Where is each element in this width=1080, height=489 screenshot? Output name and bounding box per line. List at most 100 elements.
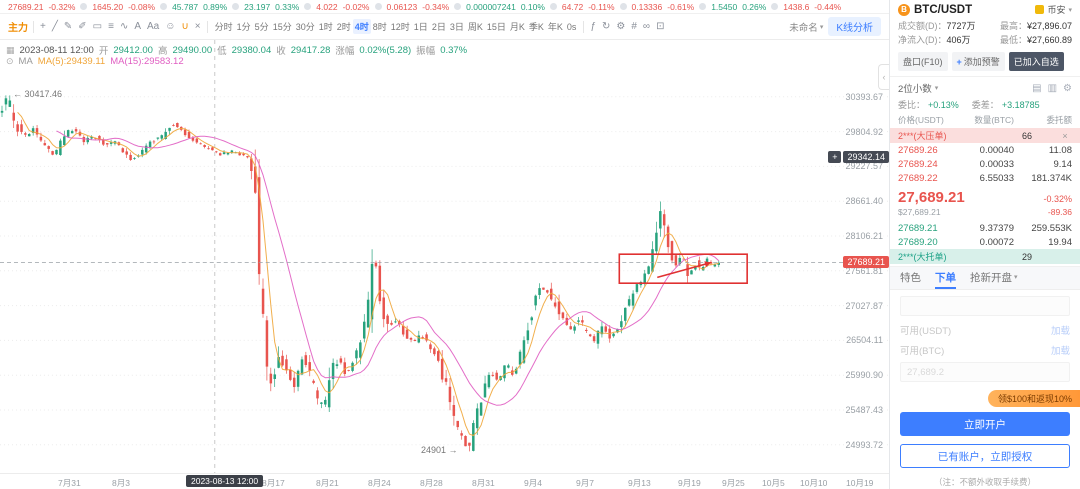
timeframe-1日[interactable]: 1日 (413, 22, 428, 32)
settings-icon[interactable]: ⚙ (616, 20, 626, 32)
chart-type-icon[interactable]: ▦ (6, 44, 15, 55)
indicator-icon[interactable]: ƒ (590, 20, 596, 32)
ticker-price[interactable]: 0.000007241 (466, 1, 516, 12)
ask-order-row[interactable]: 27689.24 0.00033 9.14 (890, 157, 1080, 171)
parallel-lines-tool-icon[interactable]: ≡ (108, 20, 114, 32)
x-axis-label: 9月4 (524, 478, 542, 488)
trend-line-tool-icon[interactable]: ╱ (51, 20, 58, 32)
decimals-select[interactable]: 2位小数 ▾ (898, 81, 938, 95)
timeframe-2日[interactable]: 2日 (431, 22, 446, 32)
high-value: 29490.00 (172, 44, 213, 56)
load-usdt-link[interactable]: 加载 (1050, 326, 1070, 337)
add-order-plus-icon[interactable]: + (828, 151, 842, 164)
orderbook-layout-both-icon[interactable]: ▤ (1032, 82, 1042, 94)
market-stats: 成交额(D)： 7727万 最高： ¥27,896.07 净流入(D)： 406… (890, 18, 1080, 48)
add-alert-button[interactable]: + 添加预警 (951, 52, 1005, 71)
load-btc-link[interactable]: 加载 (1050, 346, 1070, 357)
orderbook-layout-split-icon[interactable]: ▥ (1047, 82, 1058, 94)
ticker-price[interactable]: 45.787 (172, 1, 199, 12)
price-cell: 27689.24 (898, 158, 938, 170)
tab-place-order[interactable]: 下单 (935, 267, 956, 289)
timeframe-1分[interactable]: 1分 (236, 22, 251, 32)
amplitude-value: 0.37% (440, 44, 468, 56)
price-input[interactable]: 27,689.2 (900, 362, 1070, 382)
ticker-price[interactable]: 23.197 (244, 1, 271, 12)
wave-tool-icon[interactable]: ∿ (119, 20, 129, 32)
ask-order-row[interactable]: 27689.22 6.55033 181.374K (890, 171, 1080, 185)
chart-area[interactable]: ▦ 2023-08-11 12:00 开 29412.00 高 29490.00… (0, 40, 889, 473)
ticker-price[interactable]: 64.72 (561, 1, 584, 12)
pencil-tool-icon[interactable]: ✎ (63, 20, 73, 32)
timeframe-5分[interactable]: 5分 (254, 22, 269, 32)
watchlist-added-button[interactable]: 已加入自选 (1008, 52, 1064, 71)
font-tool-icon[interactable]: Aa (147, 20, 160, 32)
ticker-price[interactable]: 27689.21 (8, 1, 44, 12)
timeframe-季K[interactable]: 季K (528, 22, 544, 32)
orderbook-f10-button[interactable]: 盘口(F10) (898, 52, 948, 71)
large-sell-order-tag[interactable]: 2***(大压单) 66 × (890, 128, 1080, 143)
timeframe-月K[interactable]: 月K (509, 22, 525, 32)
pair-title[interactable]: BTC/USDT (914, 3, 973, 16)
bids-list: 27689.21 9.37379 259.553K 27689.20 0.00072 19… (890, 221, 1080, 249)
bid-order-row[interactable]: 27689.21 9.37379 259.553K (890, 221, 1080, 235)
rectangle-tool-icon[interactable]: ▭ (92, 20, 103, 32)
close-icon[interactable]: × (1062, 130, 1068, 141)
asks-list: 27689.26 0.00040 11.08 27689.24 0.00033 9.14 2… (890, 143, 1080, 185)
timeframe-0s[interactable]: 0s (566, 21, 577, 32)
ask-order-row[interactable]: 27689.26 0.00040 11.08 (890, 143, 1080, 157)
main-force-button[interactable]: 主力 (8, 23, 28, 34)
ticker-price[interactable]: 4.022 (316, 1, 338, 12)
timeframe-2时[interactable]: 2时 (336, 22, 351, 32)
eye-icon[interactable]: ⊙ (6, 56, 14, 66)
timeframe-3日[interactable]: 3日 (449, 22, 464, 32)
collapse-panel-handle[interactable]: ‹ (878, 64, 889, 90)
timeframe-4时[interactable]: 4时 (352, 19, 371, 34)
tab-new-listing[interactable]: 抢新开盘 ▾ (970, 267, 1018, 289)
open-account-button[interactable]: 立即开户 (900, 412, 1070, 436)
timeframe-1时[interactable]: 1时 (318, 22, 333, 32)
available-usdt-row: 可用(USDT) 加载 (900, 322, 1070, 342)
timeframe-周K[interactable]: 周K (467, 22, 483, 32)
exchange-selector[interactable]: 币安 ▾ (1035, 3, 1072, 16)
ticker-coin-icon (549, 3, 557, 10)
refresh-icon[interactable]: ↻ (602, 20, 611, 32)
crosshair-tool-icon[interactable]: + (40, 20, 46, 32)
large-buy-order-tag[interactable]: 2***(大托单) 29 (890, 249, 1080, 264)
ticker-price[interactable]: 0.06123 (386, 1, 418, 12)
emoji-tool-icon[interactable]: ☺ (165, 20, 176, 32)
fullscreen-icon[interactable]: ⊡ (656, 20, 665, 32)
timeframe-8时[interactable]: 8时 (372, 22, 387, 32)
timeframe-12时[interactable]: 12时 (390, 22, 410, 32)
magnet-tool-icon[interactable]: ∪ (181, 20, 189, 32)
orderbook-view-icons: ▤ ▥ ⚙ (1032, 83, 1072, 94)
timeframe-30分[interactable]: 30分 (295, 22, 315, 32)
ticker-price[interactable]: 1.5450 (711, 1, 738, 12)
promo-ribbon[interactable]: 领$100和返现10% (987, 390, 1080, 407)
order-type-select[interactable] (900, 296, 1070, 316)
toolbar-divider (33, 20, 34, 33)
link-icon[interactable]: ∞ (642, 20, 651, 32)
ticker-price[interactable]: 1438.6 (783, 1, 810, 12)
brush-tool-icon[interactable]: ✐ (78, 20, 87, 32)
last-price-usd: $27,689.21 (898, 207, 941, 217)
kline-analysis-button[interactable]: K线分析 (828, 17, 881, 36)
tab-features[interactable]: 特色 (900, 271, 921, 284)
authorize-button[interactable]: 已有账户，立即授权 (900, 444, 1070, 468)
timeframe-15日[interactable]: 15日 (486, 22, 506, 32)
x-axis-label: 8月28 (420, 478, 443, 488)
qty-cell: 0.00040 (979, 144, 1014, 156)
delete-drawing-icon[interactable]: × (194, 20, 201, 32)
text-tool-icon[interactable]: A (134, 20, 142, 32)
orderbook-settings-icon[interactable]: ⚙ (1063, 82, 1072, 94)
low-label: 低 (217, 46, 227, 57)
bid-order-row[interactable]: 27689.20 0.00072 19.94 (890, 235, 1080, 249)
template-selector[interactable]: 未命名 ▾ (789, 20, 823, 34)
ticker-change: -0.44% (814, 1, 842, 12)
ticker-price[interactable]: 0.13336 (631, 1, 663, 12)
toolbar-right-icons: ƒ ↻ ⚙ # ∞ ⊡ (589, 20, 665, 32)
ticker-price[interactable]: 1645.20 (92, 1, 124, 12)
timeframe-分时[interactable]: 分时 (214, 22, 233, 32)
screenshot-icon[interactable]: # (631, 20, 637, 32)
timeframe-年K[interactable]: 年K (547, 22, 563, 32)
timeframe-15分[interactable]: 15分 (272, 22, 292, 32)
